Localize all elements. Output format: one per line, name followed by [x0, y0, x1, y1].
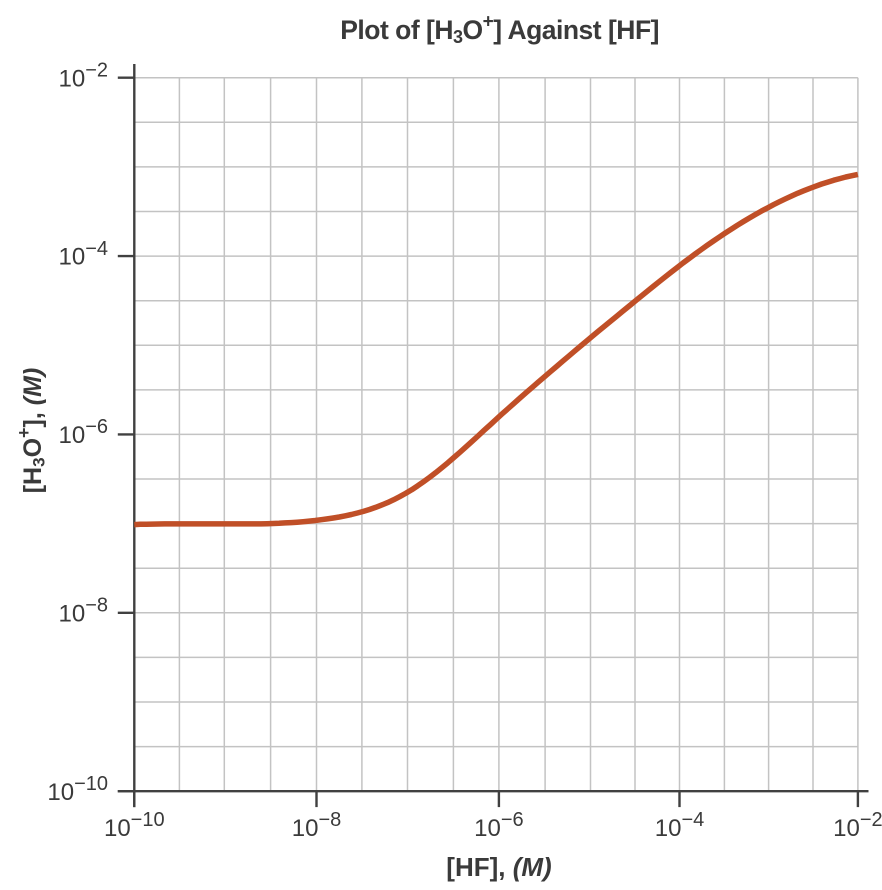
svg-text:10−8: 10−8 — [58, 595, 108, 628]
svg-text:[HF], (M): [HF], (M) — [446, 852, 551, 882]
svg-text:Plot of [H3O+] Against [HF]: Plot of [H3O+] Against [HF] — [340, 11, 659, 47]
svg-text:[H3O+], (M): [H3O+], (M) — [14, 368, 49, 494]
